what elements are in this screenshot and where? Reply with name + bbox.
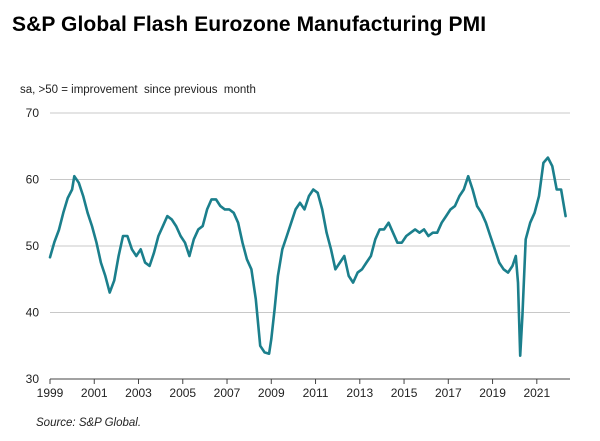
x-tick-label: 2015 [391, 386, 418, 400]
x-tick-label: 2011 [303, 386, 329, 400]
x-tick-label: 2017 [435, 386, 462, 400]
chart-title: S&P Global Flash Eurozone Manufacturing … [12, 13, 487, 36]
y-tick-label: 60 [26, 173, 40, 187]
y-tick-label: 30 [26, 372, 40, 386]
series-line-0 [48, 156, 567, 358]
series-layer [48, 156, 567, 358]
grid-lines [50, 112, 570, 313]
y-tick-label: 40 [26, 306, 40, 320]
x-tick-label: 2019 [479, 386, 506, 400]
x-tick-label: 2001 [81, 386, 108, 400]
tick-labels: 30 40 50 60 70 1999 2001 2003 2005 2007 2009 2011 20… [26, 106, 551, 400]
x-tick-label: 2005 [169, 386, 196, 400]
source-note: Source: S&P Global. [36, 417, 142, 429]
axes [49, 378, 570, 384]
x-tick-label: 2003 [125, 386, 152, 400]
y-tick-label: 50 [26, 239, 40, 253]
x-tick-label: 1999 [37, 386, 64, 400]
y-axis-label: sa, >50 = improvement since previous mon… [20, 84, 256, 96]
x-tick-label: 2021 [523, 386, 550, 400]
x-tick-label: 2007 [214, 386, 241, 400]
x-tick-label: 2013 [346, 386, 373, 400]
x-tick-label: 2009 [258, 386, 285, 400]
y-tick-label: 70 [26, 106, 40, 120]
